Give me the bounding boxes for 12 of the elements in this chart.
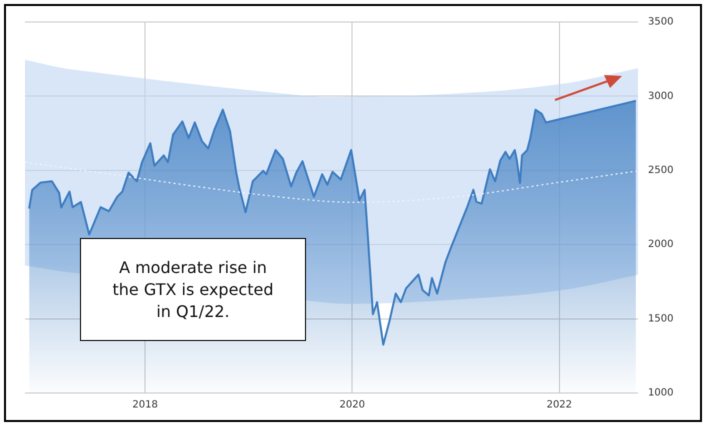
x-tick-label: 2022 xyxy=(546,400,572,411)
line-series xyxy=(25,162,638,203)
text-box: A moderate rise in the GTX is expected in Q1/22. xyxy=(80,238,306,341)
y-tick-label: 3500 xyxy=(648,16,674,28)
x-tick-label: 2018 xyxy=(132,400,158,411)
y-tick-label: 1000 xyxy=(648,388,674,399)
y-tick-label: 3000 xyxy=(648,90,674,102)
annotation: A moderate rise in the GTX is expected in Q1/22. xyxy=(112,256,274,322)
y-tick-label: 2000 xyxy=(648,239,674,250)
y-tick-label: 1500 xyxy=(648,313,674,324)
x-tick-label: 2020 xyxy=(339,400,365,411)
y-tick-label: 2500 xyxy=(648,164,674,176)
